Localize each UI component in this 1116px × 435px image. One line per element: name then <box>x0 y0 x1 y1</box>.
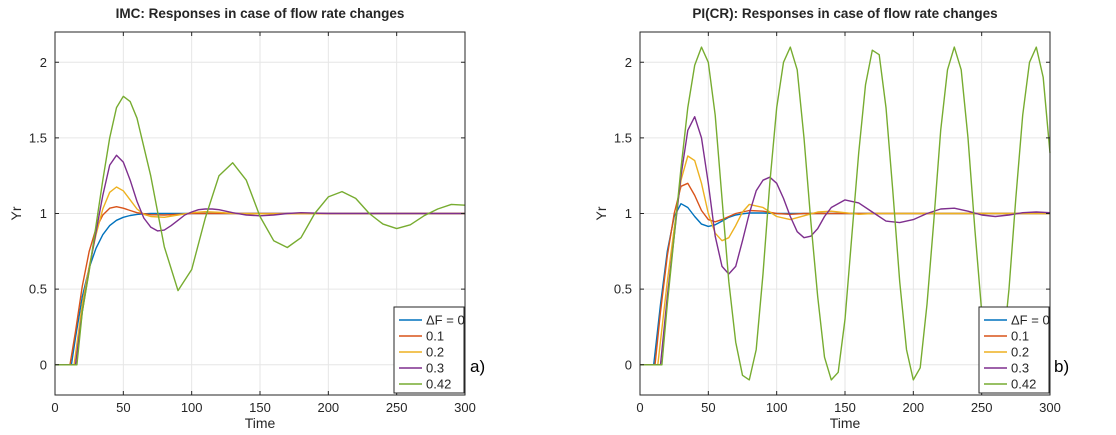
legend: ΔF = 00.10.20.30.42 <box>393 306 465 394</box>
x-tick-label: 200 <box>902 400 924 415</box>
y-tick-label: 1.5 <box>614 130 632 145</box>
y-tick-label: 1 <box>40 206 47 221</box>
x-tick-label: 50 <box>701 400 715 415</box>
legend-entry: 0.2 <box>1011 345 1029 360</box>
x-axis-label: Time <box>830 415 861 430</box>
series-line-3 <box>55 154 465 366</box>
y-axis-label: Yr <box>593 206 609 220</box>
chart-panel-0: 0 50 100 150 200 250 300 0 0.5 1 1.5 2 IMC: Response… <box>8 6 485 431</box>
x-tick-label: 300 <box>454 400 476 415</box>
x-tick-label: 100 <box>766 400 788 415</box>
legend-entry: ΔF = 0 <box>1011 313 1050 328</box>
y-tick-label: 0.5 <box>614 282 632 297</box>
x-axis-label: Time <box>245 415 276 430</box>
legend-entry: 0.3 <box>1011 361 1029 376</box>
y-tick-label: 2 <box>40 55 47 70</box>
legend-box <box>978 306 1050 394</box>
series-line-1 <box>55 205 465 366</box>
panel-label: b) <box>1054 357 1069 376</box>
y-tick-label: 0.5 <box>29 282 47 297</box>
series-line-1 <box>640 182 1050 366</box>
legend-entry: ΔF = 0 <box>426 313 465 328</box>
legend-box <box>393 306 465 394</box>
legend-entry: 0.1 <box>426 329 444 344</box>
series-line-2 <box>640 155 1050 366</box>
y-tick-label: 1 <box>625 206 632 221</box>
legend-entry: 0.42 <box>1011 377 1036 392</box>
x-tick-label: 0 <box>51 400 58 415</box>
x-tick-label: 150 <box>249 400 271 415</box>
x-tick-label: 250 <box>971 400 993 415</box>
x-tick-label: 250 <box>386 400 408 415</box>
x-tick-label: 150 <box>834 400 856 415</box>
legend: ΔF = 00.10.20.30.42 <box>978 306 1050 394</box>
y-tick-label: 0 <box>40 357 47 372</box>
x-tick-label: 0 <box>636 400 643 415</box>
chart-title: IMC: Responses in case of flow rate chan… <box>116 6 405 21</box>
x-tick-label: 200 <box>317 400 339 415</box>
legend-entry: 0.3 <box>426 361 444 376</box>
legend-entry: 0.2 <box>426 345 444 360</box>
legend-entry: 0.42 <box>426 377 451 392</box>
series-line-3 <box>640 115 1051 366</box>
x-tick-label: 100 <box>181 400 203 415</box>
panel-label: a) <box>470 357 485 376</box>
y-tick-label: 2 <box>625 55 632 70</box>
x-tick-label: 50 <box>116 400 130 415</box>
y-tick-label: 0 <box>625 357 632 372</box>
y-axis-label: Yr <box>8 206 24 220</box>
legend-entry: 0.1 <box>1011 329 1029 344</box>
x-tick-label: 300 <box>1039 400 1061 415</box>
series-line-4 <box>55 95 466 366</box>
y-tick-label: 1.5 <box>29 130 47 145</box>
chart-panel-1: 0 50 100 150 200 250 300 0 0.5 1 1.5 2 PI(CR): Respo… <box>593 6 1069 431</box>
chart-title: PI(CR): Responses in case of flow rate c… <box>692 6 997 21</box>
